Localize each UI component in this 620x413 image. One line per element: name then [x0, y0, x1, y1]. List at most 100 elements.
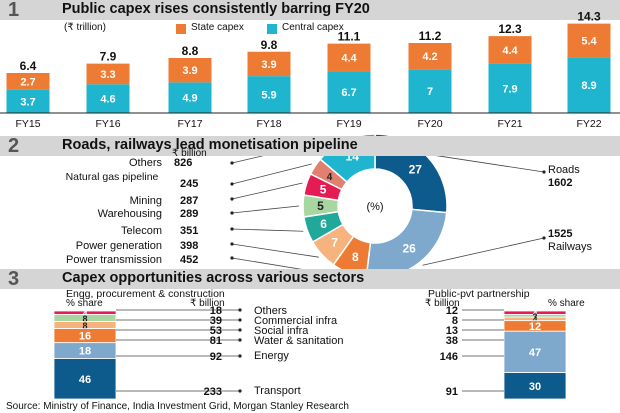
label-state-FY15: 2.7	[20, 76, 35, 88]
slice-value-others: 826	[174, 157, 193, 169]
epc-share-energy: 18	[79, 346, 91, 358]
epc-leader-dot-others	[238, 308, 242, 312]
slice-value-power-gen: 398	[180, 240, 199, 252]
label-state-FY20: 4.2	[422, 51, 437, 63]
slice-value-roads: 1602	[548, 177, 573, 189]
epc-share-social-infra: 8	[82, 321, 87, 331]
sector-label-social: Social infra	[254, 325, 309, 337]
bar-central-FY19	[327, 71, 371, 113]
panel-number-2: 2	[8, 135, 20, 157]
leader-dot-telecom	[230, 227, 234, 231]
bar-state-FY15	[6, 73, 50, 90]
slice-label-others: Others	[128, 157, 162, 169]
ppp-subtitle: Public-pvt partnership	[428, 288, 530, 300]
bar-state-FY18	[247, 51, 291, 77]
label-state-FY19: 4.4	[341, 52, 357, 64]
label-central-FY20: 7	[427, 86, 433, 98]
label-state-FY17: 3.9	[182, 65, 197, 77]
leader-dot-others	[230, 161, 234, 165]
label-central-FY17: 4.9	[182, 93, 197, 105]
slice-pct-telecom: 6	[320, 217, 327, 231]
epc-value-energy: 92	[210, 351, 222, 363]
epc-share-header: % share	[66, 298, 103, 309]
chart-2-unit: ₹ billion	[172, 148, 207, 159]
ppp-share-energy: 47	[529, 347, 541, 359]
ppp-value-others: 12	[446, 305, 458, 317]
bar-central-FY20	[408, 69, 452, 113]
ppp-share-transport: 30	[529, 381, 541, 393]
panel-number-1: 1	[8, 0, 20, 21]
leader-dot-warehousing	[230, 211, 234, 215]
slice-pct-natural-gas-pipeline: 4	[327, 172, 333, 183]
leader-roads	[431, 154, 545, 173]
bar-state-FY21	[488, 36, 532, 64]
tick-FY18: FY18	[256, 118, 281, 130]
donut-center-label: (%)	[366, 201, 383, 213]
epc-leader-dot-energy	[238, 354, 242, 358]
slice-label-power-trans: Power transmission	[66, 254, 162, 266]
slice-pct-power-generation: 7	[331, 236, 338, 250]
leader-telecom	[231, 228, 304, 232]
slice-value-mining: 287	[180, 195, 199, 207]
epc-leader-dot-water-sanitation	[238, 338, 242, 342]
leader-warehousing	[231, 205, 300, 214]
label-central-FY18: 5.9	[261, 90, 276, 102]
legend-state-label: State capex	[191, 22, 244, 33]
leader-dot-power-transmission	[230, 256, 234, 260]
slice-value-power-trans: 452	[180, 254, 199, 266]
total-FY16: 7.9	[100, 50, 117, 64]
epc-unit-header: ₹ billion	[190, 298, 225, 309]
tick-FY19: FY19	[336, 118, 361, 130]
section-3-band: 3 Capex opportunities across various sec…	[0, 268, 620, 290]
slice-pct-power-transmission: 8	[352, 250, 359, 264]
ppp-value-commercial-infra: 8	[452, 315, 458, 327]
bar-state-FY19	[327, 43, 371, 72]
slice-pct-warehousing: 5	[317, 199, 324, 213]
legend-state-swatch	[176, 24, 186, 34]
bar-state-FY16	[86, 63, 130, 85]
leader-dot-power-generation	[230, 242, 234, 246]
ppp-value-water-sanitation: 38	[446, 335, 458, 347]
sector-label-transport: Transport	[254, 385, 301, 397]
leader-railways	[422, 237, 545, 266]
label-central-FY16: 4.6	[100, 94, 115, 106]
total-FY17: 8.8	[182, 44, 199, 58]
bar-state-FY22	[567, 23, 611, 58]
section-2-band: 2 Roads, railways lead monetisation pipe…	[0, 135, 620, 157]
slice-value-railways: 1525	[548, 228, 573, 240]
ppp-seg-transport	[503, 372, 567, 400]
bar-central-FY15	[6, 89, 50, 113]
label-state-FY16: 3.3	[100, 69, 115, 81]
slice-pct-railways: 26	[402, 241, 416, 255]
chart-1-unit: (₹ trillion)	[64, 22, 106, 33]
epc-seg-transport	[53, 358, 117, 400]
epc-share-transport: 46	[79, 374, 91, 386]
slice-value-natgas: 245	[180, 178, 199, 190]
leader-natural-gas-pipeline	[231, 163, 312, 185]
bar-state-FY20	[408, 43, 452, 70]
epc-share-commercial-infra: 8	[82, 314, 87, 324]
epc-share-water-sanitation: 16	[79, 331, 91, 343]
leader-power-generation	[231, 243, 319, 258]
label-central-FY21: 7.9	[502, 83, 517, 95]
tick-FY20: FY20	[417, 118, 442, 130]
bar-central-FY17	[168, 82, 212, 113]
total-FY15: 6.4	[20, 59, 37, 73]
total-FY18: 9.8	[261, 38, 278, 52]
slice-label-roads: Roads	[548, 164, 580, 176]
tick-FY16: FY16	[95, 118, 120, 130]
slice-label-mining: Mining	[129, 195, 162, 207]
slice-pct-roads: 27	[409, 162, 423, 176]
epc-value-social-infra: 53	[210, 325, 222, 337]
tick-FY17: FY17	[177, 118, 202, 130]
chart-2-title: Roads, railways lead monetisation pipeli…	[62, 137, 358, 153]
ppp-value-social-infra: 13	[446, 325, 458, 337]
bar-central-FY21	[488, 63, 532, 113]
ppp-seg-energy	[503, 330, 567, 373]
leader-mining	[231, 182, 303, 200]
epc-value-transport: 233	[204, 386, 222, 398]
ppp-value-energy: 146	[440, 351, 458, 363]
slice-value-telecom: 351	[180, 225, 199, 237]
chart-3-title: Capex opportunities across various secto…	[62, 270, 365, 286]
